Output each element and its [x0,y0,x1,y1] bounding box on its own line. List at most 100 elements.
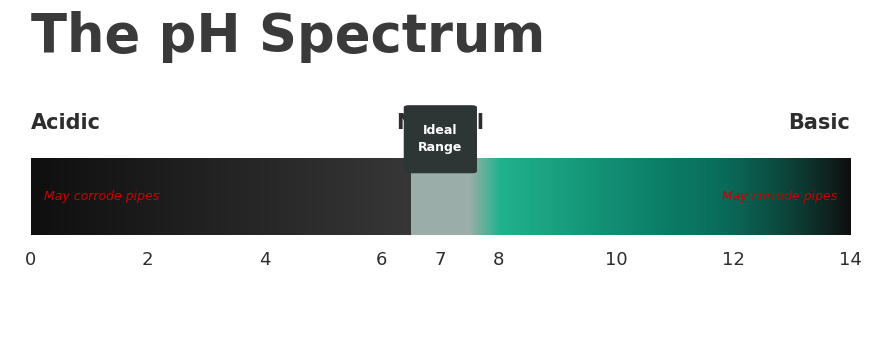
Bar [577,158,579,235]
Text: Ideal
Range: Ideal Range [419,124,462,154]
Bar [497,158,499,235]
Bar [206,158,208,235]
Bar [555,158,556,235]
Bar [364,158,365,235]
Bar [212,158,214,235]
Bar [746,158,747,235]
Bar [197,158,199,235]
Bar [757,158,759,235]
Bar [51,158,52,235]
Bar [406,158,408,235]
Bar [167,158,169,235]
Bar [669,158,670,235]
Bar [542,158,543,235]
Bar [55,158,57,235]
Text: Neutral: Neutral [397,113,484,133]
Bar [324,158,325,235]
Bar [310,158,312,235]
Bar [695,158,697,235]
Bar [201,158,202,235]
Bar [133,158,134,235]
Bar [77,158,78,235]
Bar [120,158,121,235]
Bar [261,158,262,235]
Bar [653,158,655,235]
Bar [715,158,717,235]
Bar [704,158,705,235]
Bar [47,158,48,235]
Bar [701,158,703,235]
Bar [76,158,78,235]
Bar [394,158,396,235]
Bar [154,158,156,235]
Bar [675,158,677,235]
Bar [698,158,699,235]
Bar [661,158,663,235]
Bar [377,158,378,235]
Bar [727,158,729,235]
Bar [831,158,833,235]
Bar [588,158,589,235]
Bar [313,158,315,235]
Bar [674,158,676,235]
Bar [364,158,366,235]
Bar [589,158,590,235]
Bar [194,158,196,235]
Bar [167,158,168,235]
Bar [155,158,157,235]
Bar [668,158,669,235]
Bar [327,158,329,235]
Bar [169,158,171,235]
Bar [537,158,539,235]
Bar [71,158,72,235]
Bar [586,158,588,235]
Bar [573,158,575,235]
Bar [228,158,230,235]
Bar [81,158,83,235]
Bar [664,158,665,235]
Bar [708,158,710,235]
Bar [178,158,180,235]
Bar [137,158,139,235]
Bar [242,158,243,235]
Bar [217,158,219,235]
Bar [124,158,126,235]
Bar [222,158,224,235]
Bar [664,158,666,235]
Bar [529,158,531,235]
Bar [273,158,275,235]
Bar [94,158,96,235]
Bar [717,158,719,235]
Bar [277,158,278,235]
Text: Basic: Basic [788,113,850,133]
Bar [283,158,285,235]
Bar [337,158,338,235]
Bar [309,158,310,235]
Bar [170,158,172,235]
Bar [275,158,276,235]
Bar [221,158,222,235]
Bar [832,158,834,235]
Bar [156,158,158,235]
Bar [705,158,707,235]
Bar [329,158,330,235]
Bar [153,158,154,235]
Bar [244,158,246,235]
Bar [482,158,484,235]
Bar [269,158,271,235]
Bar [792,158,794,235]
Bar [473,158,475,235]
Bar [125,158,126,235]
Bar [819,158,821,235]
Bar [34,158,36,235]
Bar [610,158,612,235]
Bar [74,158,76,235]
Bar [841,158,842,235]
Bar [531,158,533,235]
Bar [836,158,838,235]
Bar [374,158,376,235]
Bar [728,158,730,235]
Bar [530,158,532,235]
Bar [651,158,653,235]
Bar [498,158,500,235]
